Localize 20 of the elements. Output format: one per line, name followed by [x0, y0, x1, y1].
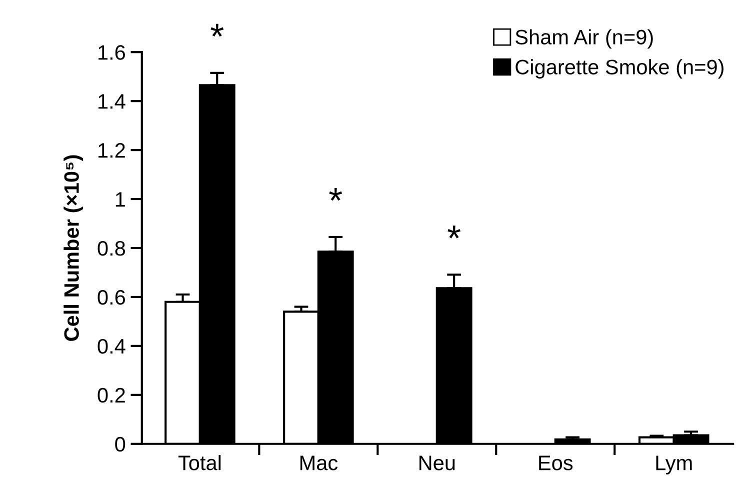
annotation: *	[329, 188, 342, 201]
y-tick-label: 1.4	[98, 94, 126, 109]
y-tick-label: 1.6	[98, 45, 126, 60]
y-tick-label: 0.4	[98, 338, 126, 354]
x-tick-label: Lym	[656, 456, 692, 474]
y-tick-label: 1	[116, 192, 125, 207]
y-tick-label: 0.8	[98, 240, 126, 256]
annotation: *	[448, 226, 461, 238]
y-tick-label: 0	[115, 436, 126, 452]
annotation: *	[210, 24, 224, 37]
x-tick-label: Total	[178, 454, 221, 470]
x-tick-label: Eos	[539, 456, 573, 470]
y-tick-label: 1.2	[98, 143, 125, 158]
legend-label: Cigarette Smoke (n=9)	[516, 59, 724, 79]
legend-label: Sham Air (n=9)	[516, 29, 653, 49]
x-tick-label: Neu	[419, 456, 455, 470]
y-tick-label: 0.2	[98, 388, 125, 403]
x-tick-label: Mac	[300, 456, 338, 470]
y-tick-label: 0.6	[98, 290, 126, 305]
y-axis-title: Cell Number (×10⁵)	[64, 155, 84, 341]
